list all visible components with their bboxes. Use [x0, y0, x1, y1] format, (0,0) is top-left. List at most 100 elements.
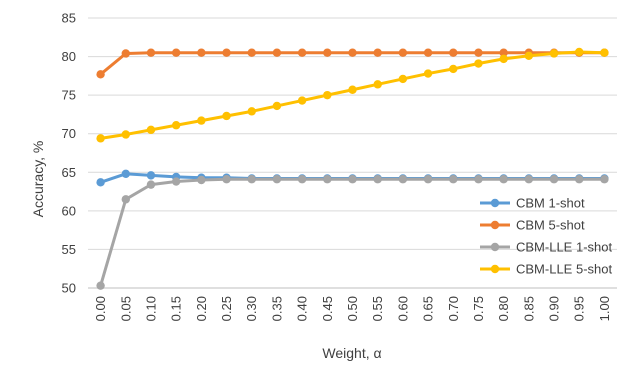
legend: CBM 1-shot CBM 5-shot CBM-LLE 1-shot CBM-LL…: [480, 196, 612, 277]
data-point: [373, 80, 382, 89]
x-tick-label: 0.30: [244, 296, 259, 321]
data-point: [449, 175, 458, 184]
x-tick-label: 1.00: [597, 296, 612, 321]
data-point: [247, 48, 256, 57]
x-tick-label: 0.05: [118, 296, 133, 321]
data-point: [121, 195, 130, 204]
y-tick-label: 85: [62, 11, 76, 26]
x-tick-label: 0.70: [446, 296, 461, 321]
data-point: [549, 49, 559, 58]
data-point: [146, 125, 156, 135]
data-point: [499, 54, 508, 64]
y-tick-labels: 50 55 60 65 70 75 80 85: [62, 11, 76, 296]
legend-marker: [490, 220, 500, 230]
x-tick-label: 0.50: [345, 296, 360, 321]
legend-marker: [490, 264, 500, 274]
data-point: [474, 59, 483, 68]
x-tick-label: 0.75: [471, 296, 486, 321]
data-point: [222, 175, 231, 184]
y-tick-label: 50: [62, 281, 76, 296]
data-point: [499, 48, 508, 57]
data-point: [146, 48, 156, 57]
x-tick-label: 0.00: [93, 296, 108, 321]
data-point: [96, 281, 105, 290]
data-point: [171, 48, 181, 57]
data-point: [272, 175, 282, 184]
data-point: [524, 51, 534, 60]
x-tick-label: 0.85: [521, 296, 536, 321]
data-point: [474, 175, 483, 184]
x-tick-label: 0.10: [143, 296, 158, 321]
data-point: [600, 175, 609, 184]
data-point: [348, 85, 357, 94]
y-axis-title: Accuracy, %: [30, 141, 46, 218]
data-point: [474, 48, 483, 57]
data-point: [449, 64, 458, 74]
x-tick-label: 0.90: [547, 296, 562, 321]
data-point: [121, 49, 130, 58]
data-point: [398, 175, 408, 184]
data-point: [146, 180, 156, 189]
legend-label: CBM-LLE 1-shot: [516, 240, 612, 255]
x-tick-label: 0.20: [194, 296, 209, 321]
data-point: [197, 175, 206, 185]
data-point: [323, 90, 332, 100]
data-point: [499, 175, 508, 184]
data-point: [197, 48, 206, 57]
data-point: [398, 74, 408, 84]
legend-marker: [490, 198, 500, 208]
data-point: [575, 175, 584, 184]
legend-label: CBM 5-shot: [516, 218, 585, 233]
data-point: [272, 101, 282, 111]
y-tick-label: 55: [62, 242, 76, 257]
data-point: [575, 47, 584, 57]
data-point: [96, 70, 105, 79]
x-tick-label: 0.55: [370, 296, 385, 321]
x-tick-labels: 0.00 0.05 0.10 0.15 0.20 0.25 0.30 0.35 0.40 0.45…: [93, 296, 612, 321]
legend-label: CBM 1-shot: [516, 196, 585, 211]
x-tick-label: 0.60: [395, 296, 410, 321]
data-point: [222, 111, 231, 121]
data-point: [398, 48, 408, 57]
x-axis-title: Weight, α: [322, 345, 381, 361]
data-point: [297, 96, 307, 105]
y-tick-label: 70: [62, 126, 76, 141]
data-point: [222, 48, 231, 57]
x-tick-label: 0.80: [496, 296, 511, 321]
data-point: [297, 48, 307, 57]
data-point: [524, 175, 534, 184]
data-point: [121, 130, 130, 139]
data-point: [96, 134, 105, 143]
data-point: [423, 69, 433, 78]
data-point: [197, 116, 206, 125]
data-point: [348, 175, 357, 184]
y-tick-label: 65: [62, 165, 76, 180]
data-point: [247, 107, 256, 116]
data-point: [449, 48, 458, 57]
x-tick-label: 0.95: [572, 296, 587, 321]
data-point: [121, 169, 130, 179]
y-tick-label: 80: [62, 49, 76, 64]
data-point: [348, 48, 357, 57]
x-tick-label: 0.15: [169, 296, 184, 321]
data-point: [323, 48, 332, 57]
data-point: [323, 175, 332, 184]
data-point: [423, 48, 433, 57]
x-tick-label: 0.40: [295, 296, 310, 321]
data-point: [272, 48, 282, 57]
data-point: [600, 48, 609, 57]
data-point: [96, 178, 105, 187]
data-point: [171, 177, 181, 186]
data-point: [146, 171, 156, 180]
data-point: [549, 175, 559, 184]
x-tick-label: 0.65: [421, 296, 436, 321]
x-tick-label: 0.45: [320, 296, 335, 321]
series-points: [96, 47, 609, 290]
y-tick-label: 75: [62, 88, 76, 103]
y-tick-label: 60: [62, 203, 76, 218]
data-point: [297, 175, 307, 184]
data-point: [373, 48, 382, 57]
